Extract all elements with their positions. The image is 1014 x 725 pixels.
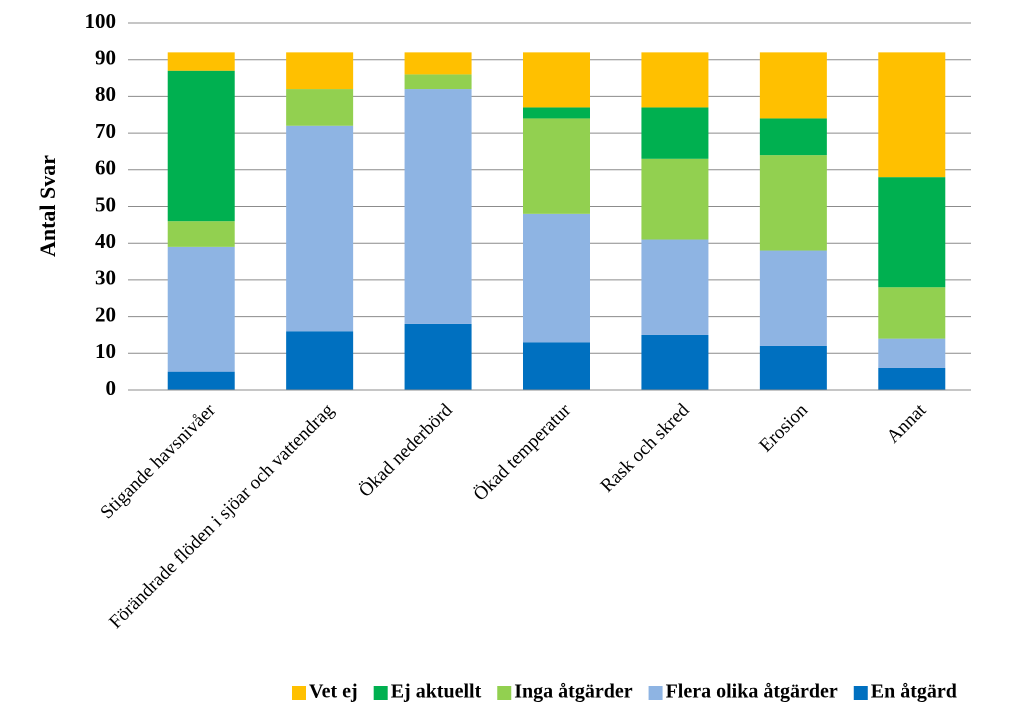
bar-segment	[759, 345, 827, 390]
bar-segment	[404, 89, 472, 324]
bar-segment	[286, 52, 354, 90]
bar-segment	[878, 367, 946, 390]
bar-segment	[167, 52, 235, 71]
bar-segment	[167, 371, 235, 390]
bar-segment	[167, 221, 235, 247]
y-tick-label: 50	[95, 192, 116, 216]
bar-segment	[759, 118, 827, 156]
legend-label: Inga åtgärder	[514, 681, 632, 703]
y-tick-label: 60	[95, 156, 116, 180]
bar-segment	[759, 155, 827, 251]
bar-segment	[759, 250, 827, 346]
bar-segment	[167, 70, 235, 222]
bar-segment	[641, 158, 709, 240]
x-tick-label: Ökad temperatur	[470, 399, 576, 505]
bar-segment	[878, 52, 946, 178]
bar-segment	[286, 125, 354, 332]
legend-label: Vet ej	[309, 681, 358, 703]
bar-segment	[286, 89, 354, 126]
bar-segment	[523, 213, 590, 343]
bar-segment	[523, 52, 590, 108]
bar-segment	[523, 118, 590, 214]
y-tick-label: 0	[106, 376, 117, 400]
legend-label: Flera olika åtgärder	[666, 681, 838, 703]
bar-segment	[878, 338, 946, 368]
y-tick-label: 40	[95, 229, 116, 253]
y-tick-label: 70	[95, 119, 116, 143]
y-tick-label: 90	[95, 46, 116, 70]
bar-segment	[404, 74, 472, 90]
bar-segment	[878, 287, 946, 339]
legend-swatch	[292, 686, 306, 700]
y-tick-label: 10	[95, 339, 116, 363]
x-tick-label: Stigande havsnivåer	[96, 399, 220, 523]
bar-segment	[167, 246, 235, 372]
y-tick-label: 20	[95, 302, 116, 326]
y-tick-label: 30	[95, 266, 116, 290]
legend-swatch	[853, 686, 868, 700]
bar-segment	[641, 107, 709, 159]
y-tick-label: 80	[95, 82, 116, 106]
legend-swatch	[648, 686, 663, 700]
x-tick-label: Förändrade flöden i sjöar och vattendrag	[105, 399, 338, 632]
legend-swatch	[497, 686, 512, 700]
bar-segment	[523, 107, 590, 119]
bar-segment	[878, 177, 946, 288]
y-axis-title: Antal Svar	[35, 155, 60, 257]
x-tick-label: Rask och skred	[597, 399, 694, 496]
x-tick-label: Annat	[883, 399, 931, 447]
legend-label: Ej aktuellt	[391, 681, 482, 703]
y-tick-label: 100	[85, 9, 117, 33]
bar-segment	[404, 323, 472, 390]
bar-segment	[404, 52, 472, 75]
x-tick-label: Ökad nederbörd	[355, 399, 457, 501]
legend-label: En åtgärd	[871, 681, 957, 703]
bar-segment	[286, 331, 354, 390]
x-tick-label: Erosion	[755, 399, 812, 456]
bar-segment	[759, 52, 827, 119]
bar-segment	[523, 342, 590, 390]
bar-segment	[641, 239, 709, 335]
bar-segment	[641, 52, 709, 108]
legend-swatch	[373, 686, 388, 700]
bar-segment	[641, 334, 709, 390]
